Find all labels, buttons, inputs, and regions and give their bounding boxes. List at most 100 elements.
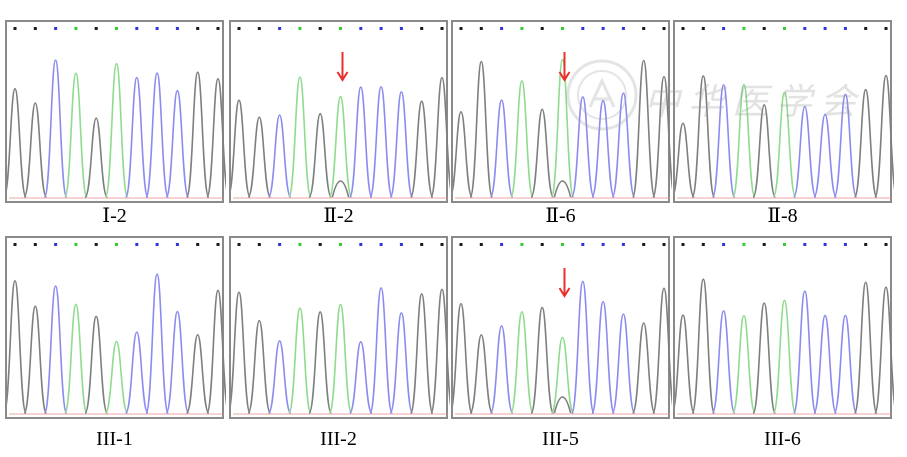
base-call-marker (298, 27, 302, 30)
trace-peak (409, 100, 434, 198)
trace-plot (453, 27, 672, 199)
trace-peak (63, 303, 88, 414)
base-call-marker (359, 27, 363, 30)
base-call-marker (399, 243, 403, 246)
base-call-marker (803, 243, 807, 246)
trace-peak (731, 83, 756, 198)
trace-peak (206, 77, 226, 198)
mutation-arrow-head (558, 287, 571, 298)
base-call-marker (561, 243, 564, 246)
base-call-marker (420, 243, 424, 246)
base-call-marker (420, 27, 424, 30)
base-call-marker (155, 27, 159, 30)
base-call-marker (339, 27, 342, 30)
trace-peak (43, 59, 68, 198)
chromatogram-panel (673, 236, 894, 419)
trace-peak (652, 287, 672, 414)
trace-peak (287, 76, 312, 198)
trace-peak (369, 287, 394, 414)
trace-peak (469, 334, 494, 414)
trace-peak (430, 76, 450, 198)
trace-peak (853, 88, 878, 198)
base-call-marker (843, 243, 847, 246)
base-call-marker (662, 27, 666, 30)
secondary-peak (553, 396, 572, 414)
trace-peak (231, 291, 251, 414)
trace-peak (792, 105, 817, 198)
base-call-marker (864, 243, 868, 246)
trace-peak (328, 95, 353, 198)
base-call-marker (94, 27, 98, 30)
base-call-marker (216, 243, 220, 246)
base-call-marker (479, 243, 483, 246)
trace-peak (287, 307, 312, 414)
base-call-marker (298, 243, 302, 246)
chromatogram-panel (5, 236, 226, 419)
base-call-marker (155, 243, 159, 246)
base-call-marker (823, 243, 827, 246)
trace-peak (23, 305, 48, 414)
base-call-marker (115, 243, 118, 246)
trace-peak (675, 314, 695, 414)
trace-peak (7, 88, 27, 198)
base-call-marker (540, 243, 544, 246)
base-call-marker (762, 243, 766, 246)
sample-label: Ⅰ-2 (102, 205, 127, 227)
sample-label: III-1 (96, 428, 133, 450)
base-call-marker (500, 243, 504, 246)
trace-peak (348, 86, 373, 198)
trace-peak (389, 91, 414, 198)
base-call-marker (803, 27, 807, 30)
base-call-marker (135, 27, 139, 30)
chromatogram-panel (5, 20, 226, 203)
base-call-marker (440, 243, 444, 246)
trace-peak (165, 89, 190, 198)
trace-peak (792, 290, 817, 414)
base-call-marker (379, 243, 383, 246)
sample-label: III-6 (764, 428, 801, 450)
trace-peak (43, 285, 68, 414)
base-call-marker (115, 27, 118, 30)
base-call-marker (196, 243, 200, 246)
trace-peak (206, 289, 226, 414)
trace-peak (611, 313, 636, 414)
trace-peak (833, 314, 858, 414)
sample-label: III-5 (542, 428, 579, 450)
base-call-marker (278, 27, 282, 30)
sample-label: Ⅱ-6 (545, 205, 576, 227)
sample-label: Ⅱ-2 (323, 205, 354, 227)
base-call-marker (823, 27, 827, 30)
base-call-marker (621, 27, 625, 30)
mutation-arrow-head (558, 71, 571, 82)
trace-plot (231, 27, 450, 199)
trace-peak (453, 110, 473, 198)
base-call-marker (257, 243, 261, 246)
base-call-marker (479, 27, 483, 30)
sample-label: Ⅱ-8 (767, 205, 798, 227)
base-call-marker (722, 27, 726, 30)
base-call-marker (701, 27, 705, 30)
base-call-marker (33, 27, 37, 30)
base-call-marker (74, 243, 78, 246)
base-call-marker (399, 27, 403, 30)
seal-icon (566, 59, 638, 131)
trace-plot (675, 27, 894, 199)
chromatogram-panel (229, 20, 450, 203)
trace-peak (509, 80, 534, 198)
trace-peak (772, 299, 797, 414)
trace-peak (874, 286, 894, 414)
chromatogram-panel (673, 20, 894, 203)
base-call-marker (843, 27, 847, 30)
trace-peak (165, 310, 190, 414)
trace-peak (145, 273, 170, 414)
base-call-marker (278, 243, 282, 246)
base-call-marker (257, 27, 261, 30)
base-call-marker (642, 27, 646, 30)
base-call-marker (237, 27, 241, 30)
base-call-marker (722, 243, 726, 246)
trace-peak (267, 114, 292, 198)
base-call-marker (459, 27, 463, 30)
base-call-marker (662, 243, 666, 246)
trace-peak (453, 302, 473, 414)
trace-peak (348, 341, 373, 414)
